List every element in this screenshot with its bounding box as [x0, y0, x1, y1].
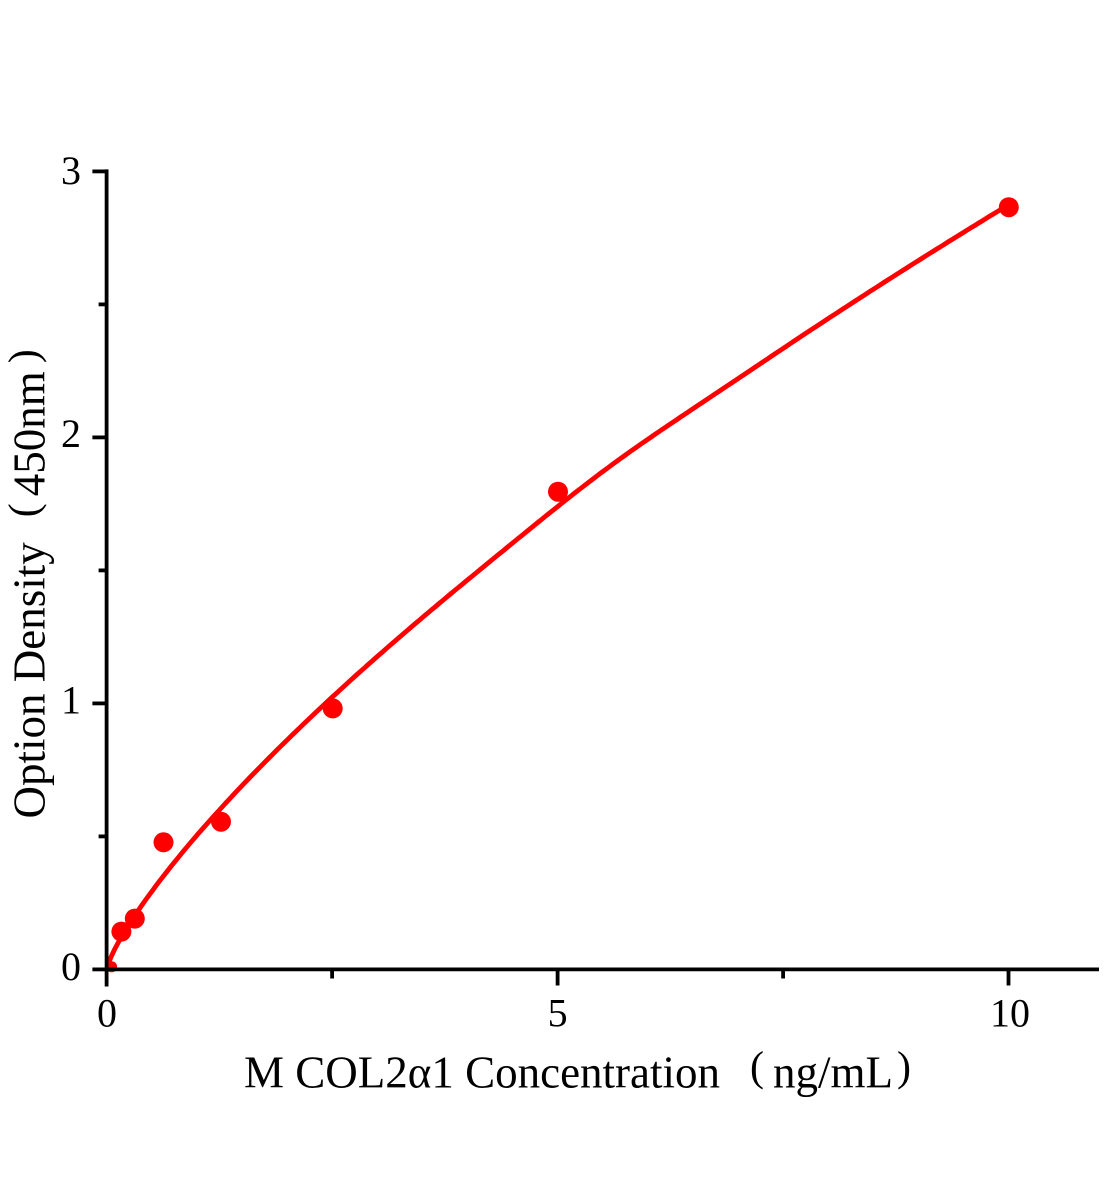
svg-text:0: 0 — [61, 944, 81, 989]
svg-text:2: 2 — [61, 411, 81, 456]
svg-text:1: 1 — [61, 678, 81, 723]
svg-text:Option Density(450nm): Option Density(450nm) — [2, 349, 55, 818]
svg-text:M COL2α1 Concentration(ng/mL): M COL2α1 Concentration(ng/mL) — [244, 1045, 911, 1098]
svg-text:3: 3 — [61, 148, 81, 193]
svg-text:10: 10 — [990, 991, 1030, 1036]
svg-text:5: 5 — [548, 991, 568, 1036]
svg-text:0: 0 — [97, 991, 117, 1036]
